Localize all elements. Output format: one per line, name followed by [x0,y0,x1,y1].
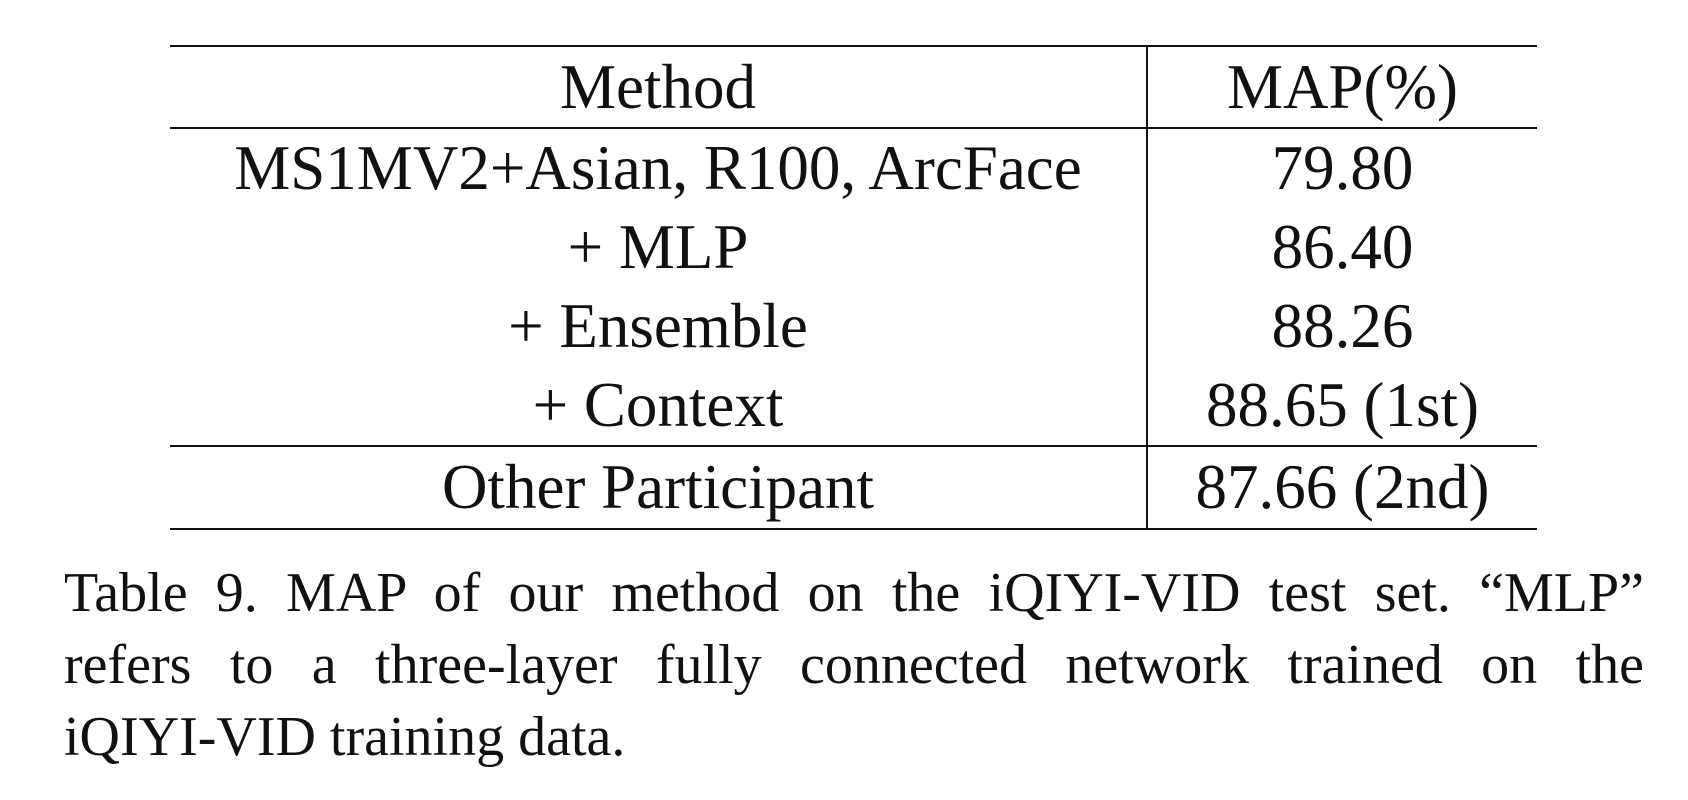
table-body-other: Other Participant 87.66 (2nd) [170,446,1537,529]
header-map: MAP(%) [1227,51,1458,122]
caption-line-3: iQIYI-VID training data. [64,706,626,768]
table-header: Method MAP(%) [170,46,1537,128]
header-method: Method [170,46,1148,128]
other-participant-row: Other Participant 87.66 (2nd) [170,446,1537,529]
caption-line-1: Table 9. MAP of our method on the iQIYI-… [64,562,1644,624]
table-body: MS1MV2+Asian, R100, ArcFace 79.80 + MLP … [170,128,1537,446]
row-method-cell: + Context [170,366,1148,446]
table-row: + MLP 86.40 [170,208,1537,287]
row-map-cell: 86.40 [1271,212,1414,282]
row-method-cell: MS1MV2+Asian, R100, ArcFace [170,128,1148,208]
other-method-cell: Other Participant [170,446,1148,529]
other-map-cell: 87.66 (2nd) [1195,452,1490,522]
row-map-cell: 79.80 [1271,133,1414,203]
row-map-cell-best: 88.65 (1st) [1206,370,1479,440]
table-row: + Ensemble 88.26 [170,287,1537,366]
results-table: Method MAP(%) MS1MV2+Asian, R100, ArcFac… [170,45,1537,530]
row-method-cell: + MLP [170,208,1148,287]
results-table-container: Method MAP(%) MS1MV2+Asian, R100, ArcFac… [170,45,1537,530]
header-row: Method MAP(%) [170,46,1537,128]
table-row: MS1MV2+Asian, R100, ArcFace 79.80 [170,128,1537,208]
row-method-cell: + Ensemble [170,287,1148,366]
caption-line-2: refers to a three-layer fully connected … [64,634,1644,696]
table-row: + Context 88.65 (1st) [170,366,1537,446]
table-caption: Table 9. MAP of our method on the iQIYI-… [64,557,1644,773]
row-map-cell: 88.26 [1271,291,1414,361]
